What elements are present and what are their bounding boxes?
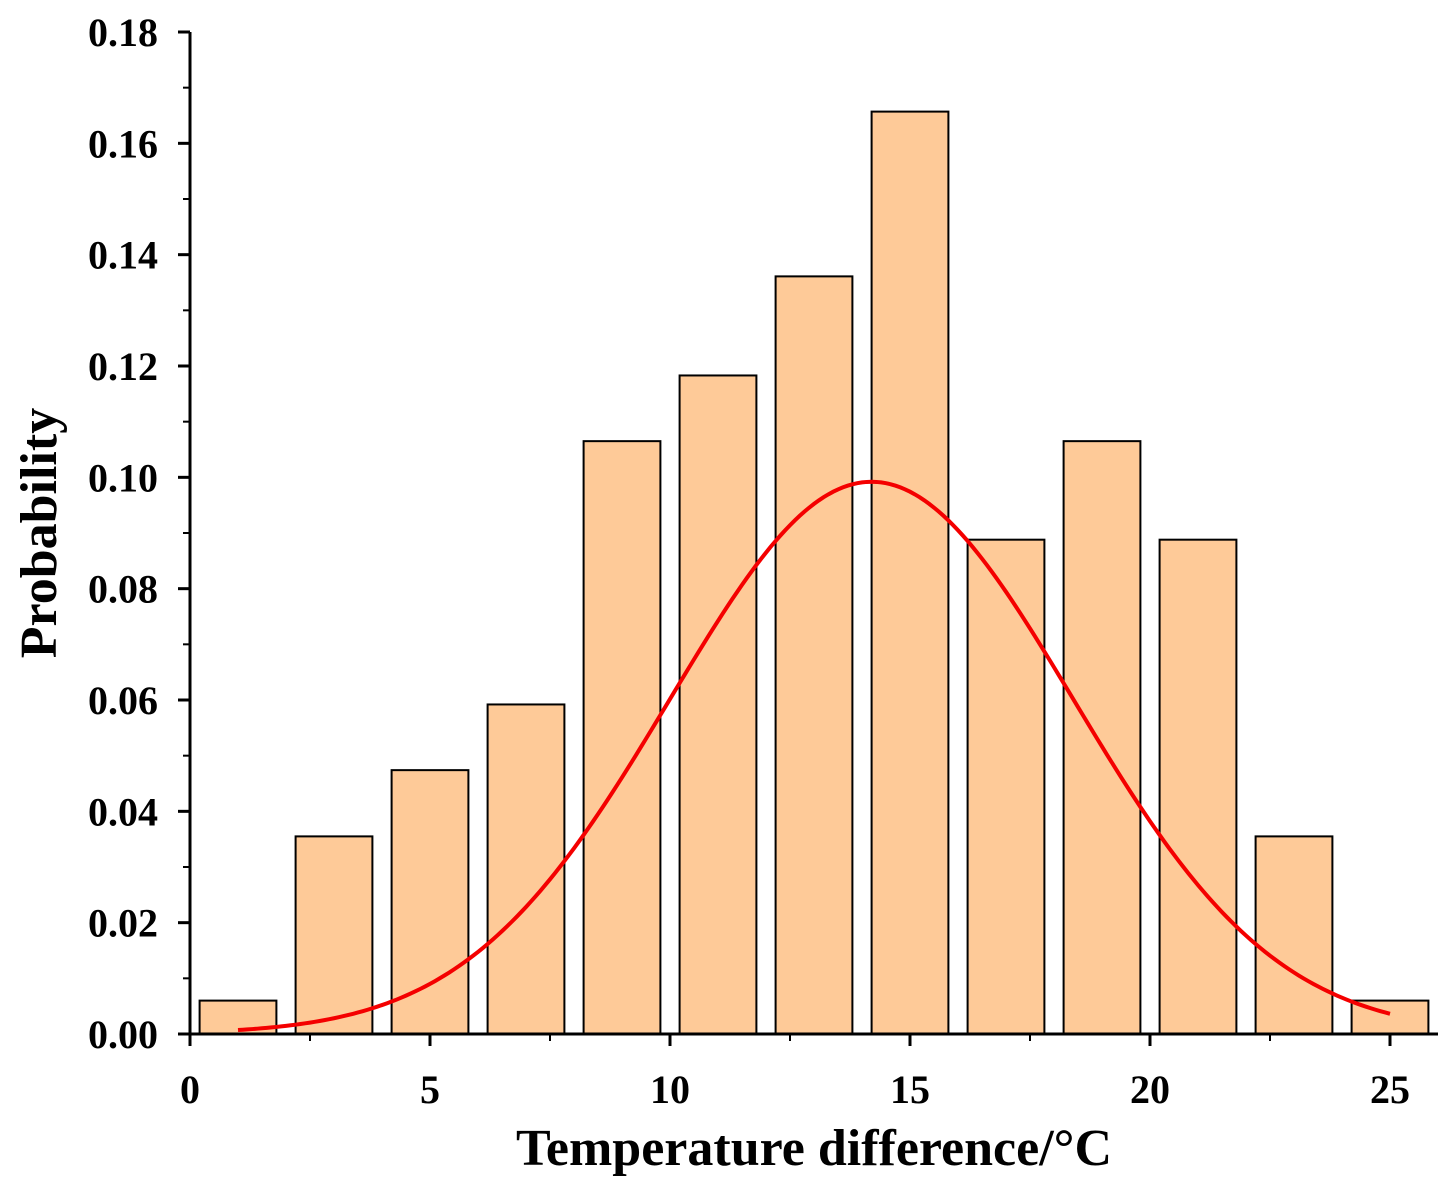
x-tick-label: 20 <box>1130 1067 1170 1112</box>
x-tick-label: 15 <box>890 1067 930 1112</box>
x-tick-label: 0 <box>180 1067 200 1112</box>
x-tick-label: 25 <box>1370 1067 1410 1112</box>
bar-15 <box>870 110 950 1035</box>
y-axis-title: Probability <box>11 408 68 658</box>
bar-11 <box>678 374 758 1036</box>
bars-group <box>198 110 1430 1036</box>
y-tick-label: 0.04 <box>88 789 158 834</box>
y-tick-label: 0.00 <box>88 1012 158 1057</box>
y-tick-label: 0.18 <box>88 10 158 55</box>
x-ticks-group: 0 5 10 15 20 25 <box>180 1034 1410 1112</box>
bar-23 <box>1254 835 1334 1036</box>
x-axis-title: Temperature difference/°C <box>516 1120 1112 1177</box>
y-tick-label: 0.02 <box>88 901 158 946</box>
x-tick-label: 10 <box>650 1067 690 1112</box>
y-ticks-group: 0.00 0.02 0.04 0.06 0.08 0.10 0.12 0.14 0.16 0.18 <box>88 10 190 1057</box>
bar-21 <box>1158 538 1238 1035</box>
bar-17 <box>966 538 1046 1035</box>
y-tick-label: 0.14 <box>88 233 158 278</box>
y-tick-label: 0.10 <box>88 455 158 500</box>
y-tick-label: 0.06 <box>88 678 158 723</box>
bar-3 <box>294 835 374 1036</box>
bar-13 <box>774 275 854 1036</box>
bar-7 <box>486 703 566 1035</box>
y-tick-label: 0.12 <box>88 344 158 389</box>
y-tick-label: 0.16 <box>88 121 158 166</box>
bar-19 <box>1062 440 1142 1035</box>
bar-5 <box>390 769 470 1035</box>
normal-fit-curve <box>237 479 1391 1033</box>
x-tick-label: 5 <box>420 1067 440 1112</box>
y-tick-label: 0.08 <box>88 567 158 612</box>
